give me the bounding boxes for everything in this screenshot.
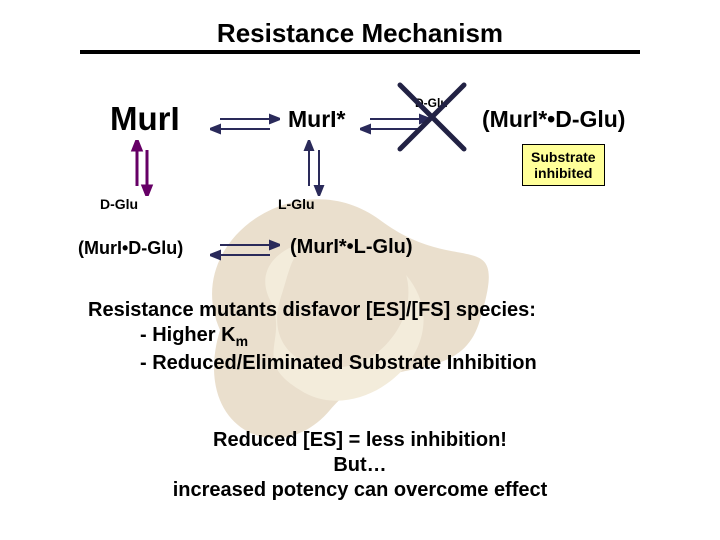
body1-line3: - Reduced/Eliminated Substrate Inhibitio…	[88, 351, 537, 376]
page-title: Resistance Mechanism	[217, 18, 503, 48]
arrow-row2-horizontal	[210, 238, 280, 262]
arrow-murl-murslstar	[210, 112, 280, 136]
label-dglu-left: D-Glu	[100, 196, 138, 212]
cross-over-arrow	[392, 77, 472, 157]
body2-line1: Reduced [ES] = less inhibition!	[0, 428, 720, 453]
substrate-inhibited-box: Substrate inhibited	[522, 144, 605, 186]
body1-line2: - Higher K	[140, 324, 236, 346]
body2-line2: But…	[0, 453, 720, 478]
node-murl-star-lglu: (MurI*•L-Glu)	[290, 236, 413, 259]
node-murl: MurI	[110, 100, 180, 138]
title-underline	[80, 50, 640, 54]
yellowbox-line1: Substrate	[531, 149, 596, 165]
label-lglu-mid: L-Glu	[278, 196, 315, 212]
body1-line2-sub: m	[236, 333, 248, 349]
body2-line3: increased potency can overcome effect	[0, 478, 720, 503]
arrow-murlstar-vertical	[302, 140, 326, 196]
node-murl-dglu: (MurI•D-Glu)	[78, 238, 183, 259]
body-paragraph-2: Reduced [ES] = less inhibition! But… inc…	[0, 428, 720, 503]
body-paragraph-1: Resistance mutants disfavor [ES]/[FS] sp…	[88, 298, 537, 376]
yellowbox-line2: inhibited	[534, 165, 592, 181]
body1-line1: Resistance mutants disfavor [ES]/[FS] sp…	[88, 298, 537, 323]
node-murl-star-dglu: (MurI*•D-Glu)	[482, 106, 625, 133]
node-murl-star: MurI*	[288, 106, 346, 133]
arrow-murl-vertical	[130, 140, 154, 196]
